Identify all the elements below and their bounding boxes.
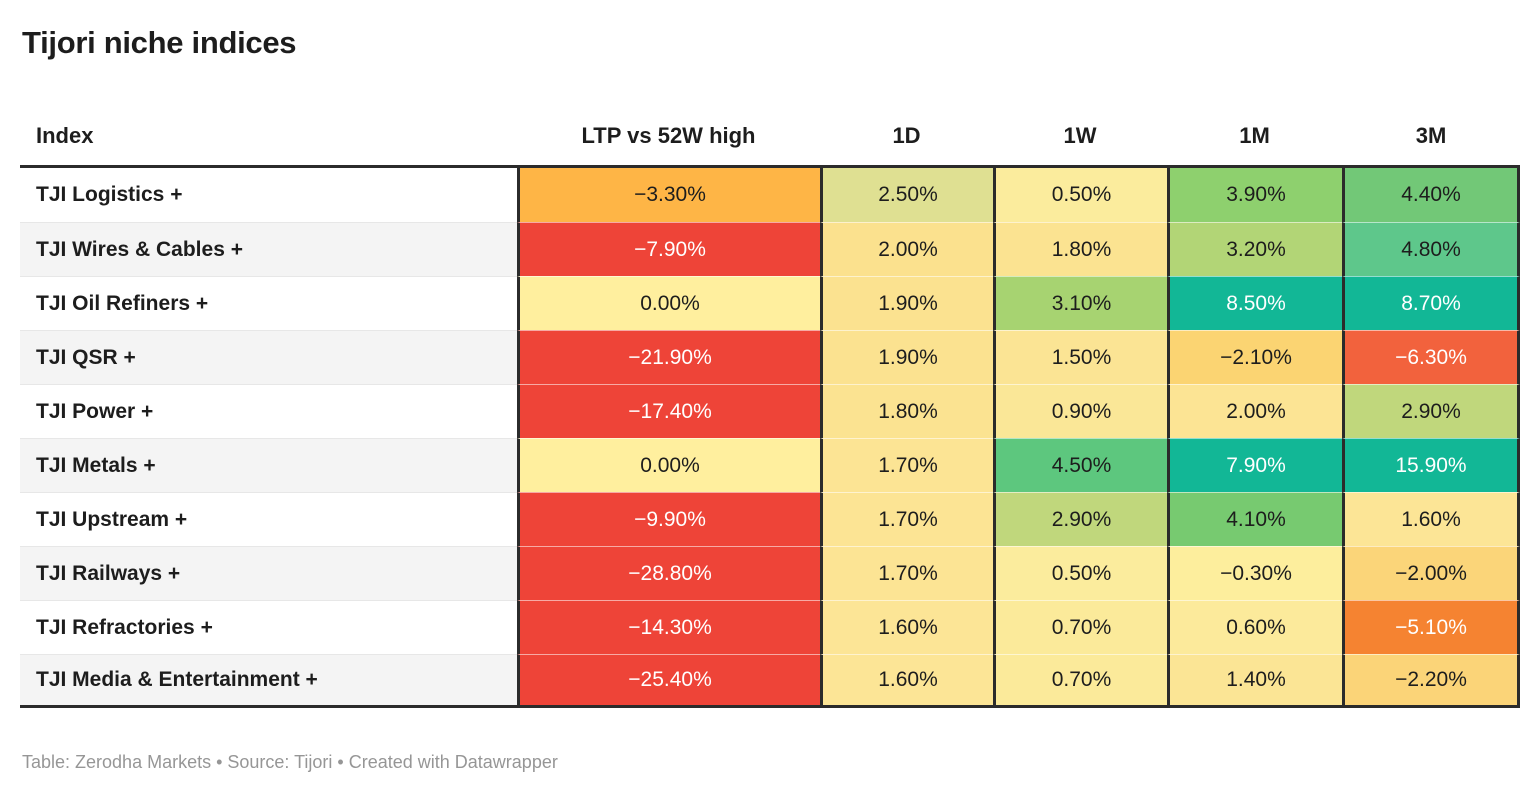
index-name-cell[interactable]: TJI Wires & Cables + [20, 222, 517, 277]
table-row: TJI Metals +0.00% 1.70% 4.50% 7.90% 15.90% [20, 438, 1520, 493]
value-cell: 7.90% [1167, 438, 1342, 493]
value-cell: −0.30% [1167, 546, 1342, 601]
value-cell: 1.70% [820, 438, 993, 493]
table-row: TJI Refractories + −14.30% 1.60% 0.70% 0.60%… [20, 600, 1520, 655]
table-row: TJI Oil Refiners +0.00% 1.90% 3.10% 8.50% 8.… [20, 276, 1520, 331]
index-name-cell[interactable]: TJI Upstream + [20, 492, 517, 547]
value-cell: 8.70% [1342, 276, 1520, 331]
index-name-cell[interactable]: TJI Railways + [20, 546, 517, 601]
attribution-footer: Table: Zerodha Markets • Source: Tijori … [22, 752, 558, 773]
index-name-cell[interactable]: TJI Refractories + [20, 600, 517, 655]
value-cell: 1.70% [820, 546, 993, 601]
value-cell: 15.90% [1342, 438, 1520, 493]
value-cell: 0.70% [993, 600, 1167, 655]
value-cell: −3.30% [517, 168, 820, 223]
table-body: TJI Logistics + −3.30% 2.50% 0.50% 3.90% 4.40… [20, 168, 1520, 709]
value-cell: −21.90% [517, 330, 820, 385]
index-name-cell[interactable]: TJI Metals + [20, 438, 517, 493]
value-cell: −2.00% [1342, 546, 1520, 601]
table-row: TJI Railways + −28.80% 1.70% 0.50% −0.30% −2.… [20, 546, 1520, 601]
value-cell: −14.30% [517, 600, 820, 655]
table-row: TJI Media & Entertainment + −25.40% 1.60% 0… [20, 654, 1520, 709]
page: Tijori niche indices Index LTP vs 52W hi… [20, 25, 1520, 773]
value-cell: 3.90% [1167, 168, 1342, 223]
index-name-cell[interactable]: TJI QSR + [20, 330, 517, 385]
column-header-1w: 1W [993, 91, 1167, 169]
value-cell: −28.80% [517, 546, 820, 601]
value-cell: 0.90% [993, 384, 1167, 439]
value-cell: 2.90% [1342, 384, 1520, 439]
value-cell: 0.70% [993, 654, 1167, 709]
value-cell: −2.10% [1167, 330, 1342, 385]
index-name-cell[interactable]: TJI Media & Entertainment + [20, 654, 517, 709]
value-cell: 1.40% [1167, 654, 1342, 709]
value-cell: 0.60% [1167, 600, 1342, 655]
value-cell: −7.90% [517, 222, 820, 277]
value-cell: −6.30% [1342, 330, 1520, 385]
value-cell: 8.50% [1167, 276, 1342, 331]
value-cell: 0.50% [993, 546, 1167, 601]
value-cell: 3.10% [993, 276, 1167, 331]
value-cell: 1.60% [820, 654, 993, 709]
column-header-index: Index [20, 91, 517, 169]
value-cell: −5.10% [1342, 600, 1520, 655]
value-cell: 0.00% [517, 276, 820, 331]
value-cell: 1.60% [820, 600, 993, 655]
table-row: TJI Upstream + −9.90% 1.70% 2.90% 4.10% 1.60% [20, 492, 1520, 547]
table-row: TJI Wires & Cables + −7.90% 2.00% 1.80% 3.20… [20, 222, 1520, 277]
value-cell: 3.20% [1167, 222, 1342, 277]
header-row: Index LTP vs 52W high 1D 1W 1M 3M [20, 91, 1520, 169]
value-cell: 1.70% [820, 492, 993, 547]
index-name-cell[interactable]: TJI Oil Refiners + [20, 276, 517, 331]
value-cell: −17.40% [517, 384, 820, 439]
value-cell: −9.90% [517, 492, 820, 547]
value-cell: 2.00% [820, 222, 993, 277]
value-cell: 0.50% [993, 168, 1167, 223]
value-cell: −2.20% [1342, 654, 1520, 709]
value-cell: 4.50% [993, 438, 1167, 493]
value-cell: 2.50% [820, 168, 993, 223]
value-cell: 0.00% [517, 438, 820, 493]
value-cell: 1.90% [820, 276, 993, 331]
column-header-3m: 3M [1342, 91, 1520, 169]
column-header-ltp-vs-52w-high: LTP vs 52W high [517, 91, 820, 169]
value-cell: 1.60% [1342, 492, 1520, 547]
table-row: TJI Logistics + −3.30% 2.50% 0.50% 3.90% 4.40… [20, 168, 1520, 223]
column-header-1d: 1D [820, 91, 993, 169]
value-cell: 4.40% [1342, 168, 1520, 223]
page-title: Tijori niche indices [22, 25, 297, 60]
index-name-cell[interactable]: TJI Power + [20, 384, 517, 439]
value-cell: 2.00% [1167, 384, 1342, 439]
value-cell: 1.80% [820, 384, 993, 439]
table-header: Index LTP vs 52W high 1D 1W 1M 3M [20, 91, 1520, 169]
value-cell: −25.40% [517, 654, 820, 709]
table-row: TJI QSR + −21.90% 1.90% 1.50% −2.10% −6.30% [20, 330, 1520, 385]
indices-table: Index LTP vs 52W high 1D 1W 1M 3M TJI Lo… [20, 91, 1520, 709]
value-cell: 2.90% [993, 492, 1167, 547]
table-row: TJI Power + −17.40% 1.80% 0.90% 2.00% 2.90% [20, 384, 1520, 439]
value-cell: 4.80% [1342, 222, 1520, 277]
value-cell: 1.50% [993, 330, 1167, 385]
index-name-cell[interactable]: TJI Logistics + [20, 168, 517, 223]
value-cell: 4.10% [1167, 492, 1342, 547]
value-cell: 1.90% [820, 330, 993, 385]
value-cell: 1.80% [993, 222, 1167, 277]
column-header-1m: 1M [1167, 91, 1342, 169]
